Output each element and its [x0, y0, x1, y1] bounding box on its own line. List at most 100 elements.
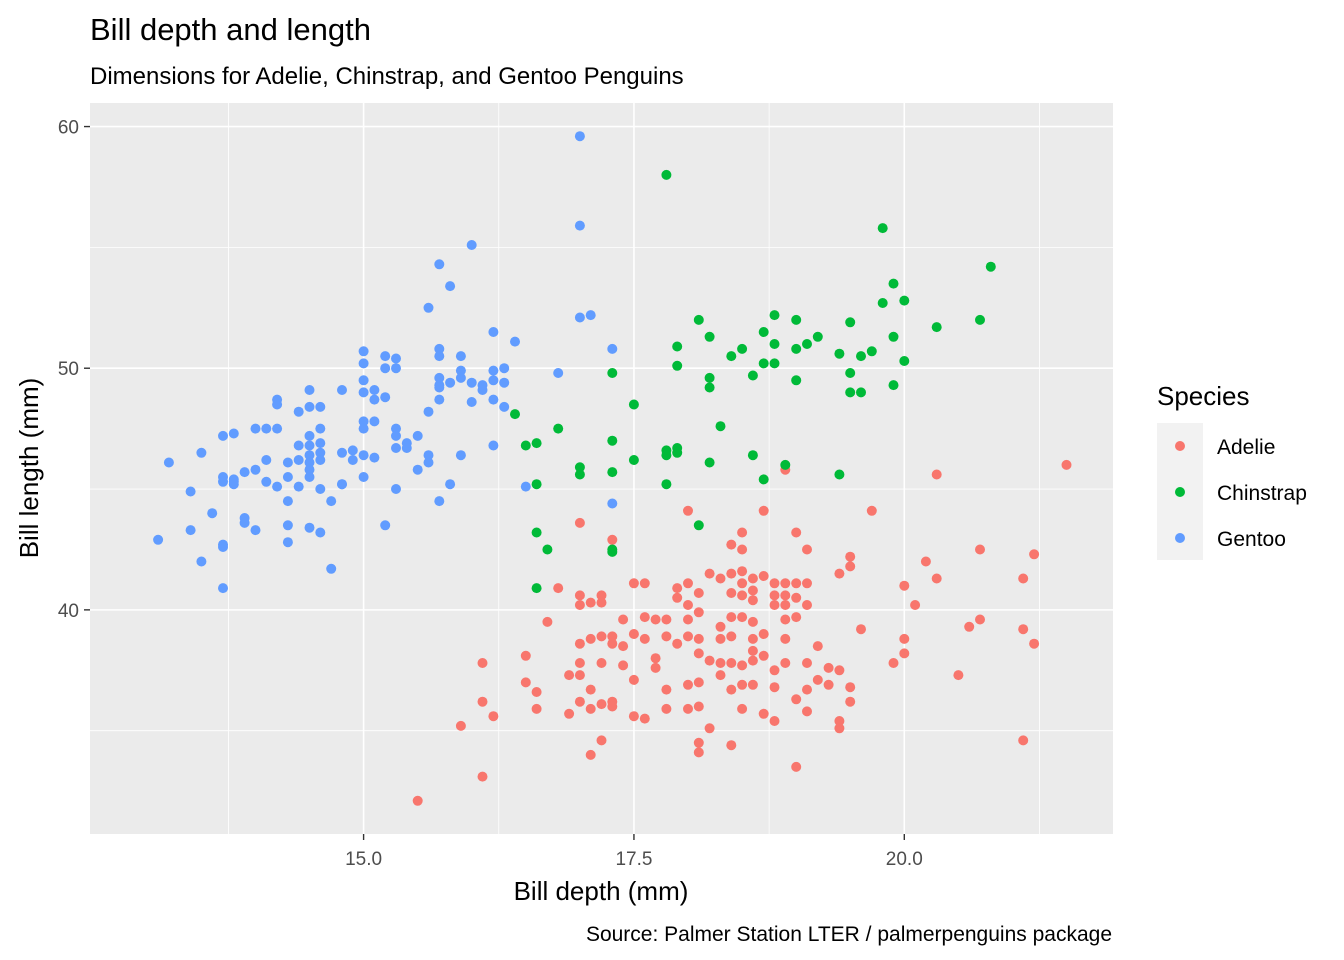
chart-subtitle: Dimensions for Adelie, Chinstrap, and Ge… [90, 63, 684, 90]
data-point-chinstrap [704, 331, 715, 342]
data-point-chinstrap [704, 372, 715, 383]
data-point-gentoo [553, 368, 564, 378]
data-point-gentoo [369, 416, 380, 427]
legend-key-chinstrap [1175, 487, 1185, 497]
data-point-chinstrap [812, 331, 823, 342]
data-point-gentoo [272, 481, 283, 492]
data-point-adelie [747, 585, 758, 596]
data-point-adelie [845, 561, 856, 572]
data-point-gentoo [347, 445, 358, 456]
data-point-gentoo [434, 343, 445, 354]
data-point-chinstrap [672, 360, 683, 371]
data-point-adelie [726, 684, 737, 695]
data-point-adelie [769, 682, 780, 693]
data-point-adelie [780, 658, 791, 668]
data-point-adelie [628, 674, 639, 685]
data-point-chinstrap [531, 583, 542, 594]
data-point-gentoo [337, 385, 347, 395]
data-point-adelie [585, 597, 596, 608]
data-point-chinstrap [553, 423, 564, 434]
data-point-adelie [747, 645, 758, 656]
data-point-adelie [737, 660, 748, 671]
data-point-gentoo [293, 455, 304, 465]
data-point-gentoo [228, 428, 239, 439]
data-point-adelie [737, 566, 748, 577]
data-point-adelie [747, 616, 758, 627]
data-point-adelie [607, 638, 618, 649]
data-point-adelie [596, 597, 607, 608]
data-point-adelie [574, 670, 585, 681]
data-point-adelie [477, 771, 488, 782]
data-point-gentoo [185, 525, 196, 536]
data-point-adelie [477, 696, 488, 707]
data-point-adelie [715, 670, 726, 681]
data-point-chinstrap [704, 457, 715, 468]
data-point-gentoo [304, 472, 315, 482]
data-point-adelie [585, 633, 596, 644]
data-point-chinstrap [510, 409, 520, 420]
data-point-adelie [693, 677, 704, 688]
y-axis-ticks: 40 50 60 [58, 118, 90, 622]
data-point-gentoo [315, 527, 326, 538]
data-point-adelie [780, 600, 791, 610]
data-point-adelie [585, 684, 596, 695]
data-point-adelie [683, 631, 693, 642]
data-point-gentoo [574, 131, 585, 142]
data-point-chinstrap [845, 368, 856, 378]
data-point-adelie [639, 612, 650, 623]
data-point-gentoo [250, 464, 261, 475]
data-point-gentoo [423, 302, 434, 313]
data-point-adelie [553, 583, 564, 594]
data-point-adelie [780, 633, 791, 644]
y-axis-title: Bill length (mm) [14, 378, 44, 559]
data-point-chinstrap [791, 314, 802, 325]
data-point-gentoo [337, 447, 347, 458]
data-point-chinstrap [802, 339, 812, 349]
data-point-adelie [769, 665, 780, 676]
data-point-adelie [758, 650, 769, 661]
data-point-gentoo [153, 534, 164, 545]
data-point-gentoo [358, 472, 369, 482]
data-point-gentoo [585, 310, 596, 321]
data-point-gentoo [391, 443, 401, 453]
data-point-gentoo [358, 358, 369, 369]
data-point-adelie [845, 551, 856, 562]
data-point-adelie [661, 684, 672, 695]
data-point-gentoo [337, 479, 347, 490]
data-point-chinstrap [628, 455, 639, 465]
data-point-adelie [747, 679, 758, 690]
data-point-gentoo [304, 522, 315, 533]
data-point-gentoo [304, 440, 315, 451]
data-point-gentoo [218, 430, 228, 441]
data-point-gentoo [326, 496, 337, 507]
data-point-adelie [715, 633, 726, 644]
data-point-adelie [737, 679, 748, 690]
data-point-chinstrap [520, 440, 531, 451]
data-point-gentoo [282, 496, 293, 507]
data-point-chinstrap [899, 295, 910, 306]
data-point-adelie [769, 600, 780, 610]
legend-item-gentoo: Gentoo [1175, 528, 1286, 551]
data-point-adelie [596, 735, 607, 746]
data-point-gentoo [434, 394, 445, 405]
data-point-gentoo [282, 472, 293, 482]
data-point-gentoo [358, 387, 369, 398]
data-point-gentoo [218, 476, 228, 487]
data-point-adelie [910, 600, 921, 610]
data-point-gentoo [434, 496, 445, 507]
data-point-adelie [574, 517, 585, 528]
data-point-gentoo [520, 481, 531, 492]
data-point-chinstrap [574, 462, 585, 473]
data-point-chinstrap [607, 368, 618, 378]
legend-item-adelie: Adelie [1175, 436, 1275, 459]
data-point-chinstrap [834, 348, 845, 359]
data-point-adelie [715, 621, 726, 632]
data-point-adelie [737, 703, 748, 714]
data-point-adelie [791, 612, 802, 623]
data-point-gentoo [304, 430, 315, 441]
data-point-adelie [780, 578, 791, 589]
data-point-chinstrap [769, 339, 780, 349]
data-point-chinstrap [542, 544, 553, 555]
data-point-gentoo [358, 423, 369, 434]
data-point-adelie [758, 629, 769, 639]
